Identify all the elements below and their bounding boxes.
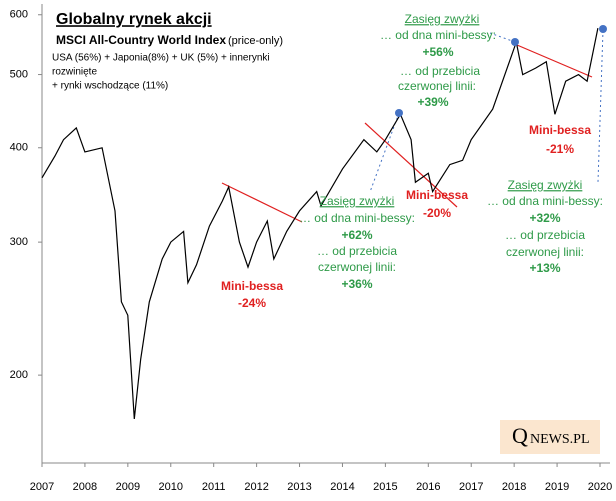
x-tick-label: 2014 — [330, 481, 354, 493]
marker-dot — [511, 38, 519, 46]
annotation: … od dna mini-bessy: — [299, 211, 415, 225]
logo: NEWS.PL — [530, 432, 590, 447]
annotation: czerwonej linii: — [318, 260, 396, 274]
logo-box — [500, 420, 600, 454]
pointers — [369, 29, 604, 193]
x-tick-label: 2007 — [30, 481, 54, 493]
logo: Q — [512, 423, 528, 448]
annotation: … od dna mini-bessy: — [380, 28, 496, 42]
annotation: Mini-bessa — [221, 279, 283, 293]
marker-dot — [599, 25, 607, 33]
x-tick-label: 2020 — [588, 481, 612, 493]
annotation: czerwonej linii: — [398, 79, 476, 93]
annotation: … od dna mini-bessy: — [487, 194, 603, 208]
annotation: czerwonej linii: — [506, 245, 584, 259]
annotation: Mini-bessa — [406, 188, 468, 202]
annotation: +13% — [529, 261, 560, 275]
y-tick-label: 500 — [10, 68, 28, 80]
x-tick-label: 2010 — [159, 481, 183, 493]
annotation: … od przebicia — [317, 244, 397, 258]
subtitle: MSCI All-Country World Index — [56, 33, 226, 47]
annotation: +62% — [341, 228, 372, 242]
description: + rynki wschodzące (11%) — [52, 81, 168, 92]
annotation: … od przebicia — [400, 64, 480, 78]
annotation: +32% — [529, 211, 560, 225]
x-tick-label: 2013 — [287, 481, 311, 493]
x-tick-label: 2009 — [116, 481, 140, 493]
annotation: Mini-bessa — [529, 123, 591, 137]
subtitle-note: (price-only) — [228, 35, 283, 47]
annotation: Zasięg zwyżki — [508, 178, 583, 192]
x-tick-label: 2016 — [416, 481, 440, 493]
y-tick-label: 200 — [10, 369, 28, 381]
annotation: -21% — [546, 142, 574, 156]
pointer — [369, 112, 400, 193]
pointer — [597, 29, 604, 183]
trend-lines — [221, 44, 593, 223]
annotation: Zasięg zwyżki — [405, 12, 480, 26]
chart-title: Globalny rynek akcji — [56, 11, 212, 28]
annotation: -20% — [423, 206, 451, 220]
x-tick-label: 2012 — [244, 481, 268, 493]
x-tick-label: 2018 — [502, 481, 526, 493]
trend-line — [221, 182, 303, 223]
y-tick-label: 300 — [10, 236, 28, 248]
x-tick-label: 2011 — [202, 481, 226, 493]
y-tick-label: 600 — [10, 9, 28, 21]
x-tick-label: 2019 — [545, 481, 569, 493]
annotation: Zasięg zwyżki — [320, 194, 395, 208]
annotation: +56% — [422, 45, 453, 59]
trend-line — [364, 122, 458, 208]
annotation: +39% — [417, 95, 448, 109]
marker-dot — [395, 109, 403, 117]
description: rozwinięte — [52, 67, 97, 78]
price-line — [41, 27, 599, 419]
trend-line — [516, 44, 593, 78]
y-tick-label: 400 — [10, 142, 28, 154]
x-tick-label: 2015 — [373, 481, 397, 493]
x-tick-label: 2017 — [459, 481, 483, 493]
annotation: -24% — [238, 296, 266, 310]
x-tick-label: 2008 — [73, 481, 97, 493]
description: USA (56%) + Japonia(8%) + UK (5%) + inne… — [52, 53, 270, 64]
annotation: … od przebicia — [505, 228, 585, 242]
annotation: +36% — [341, 277, 372, 291]
